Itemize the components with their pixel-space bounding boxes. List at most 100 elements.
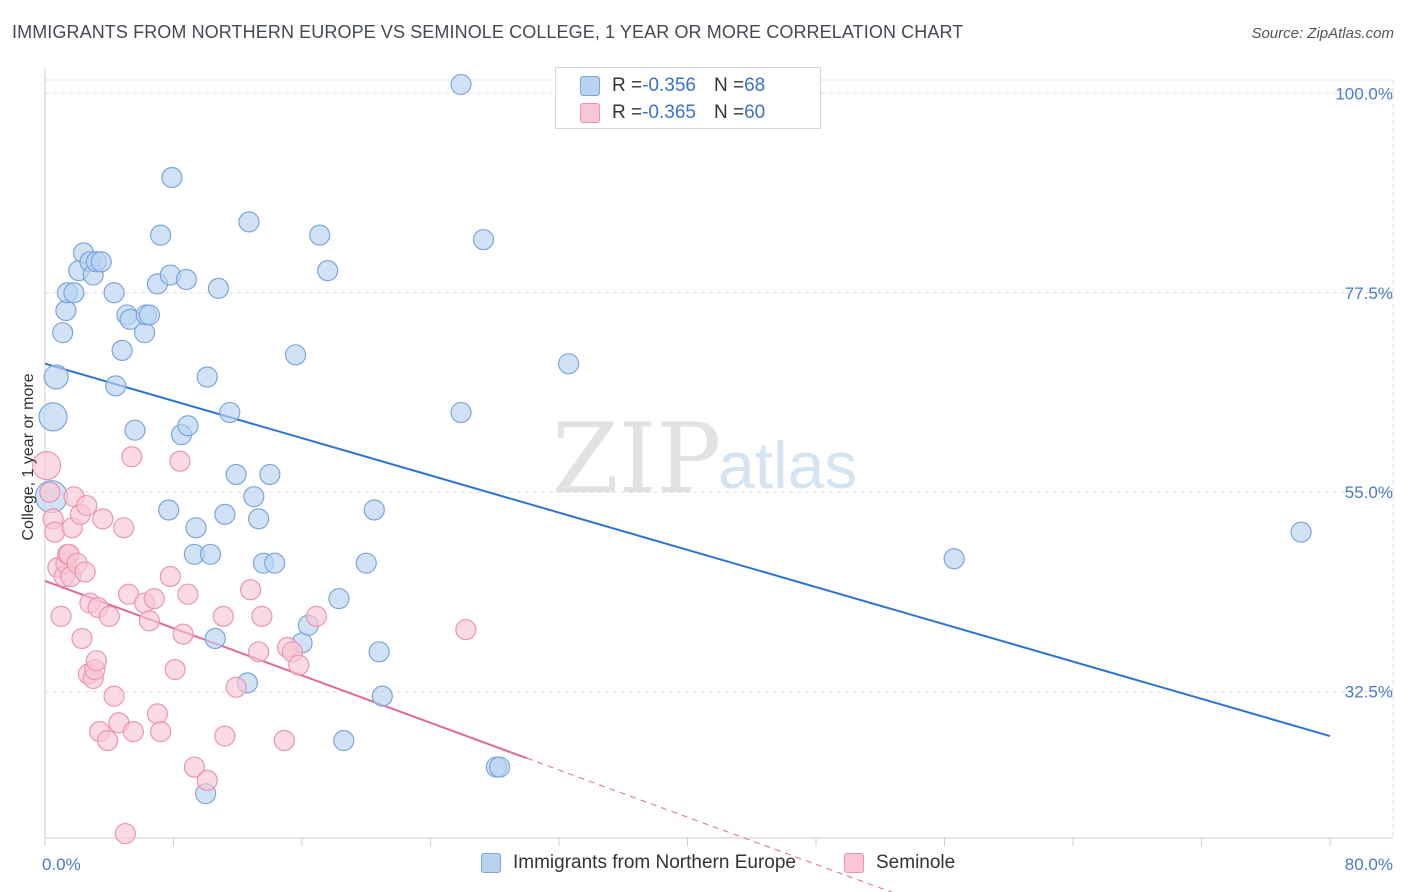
point-blue — [371, 685, 393, 707]
point-pink — [98, 605, 120, 627]
point-pink — [164, 658, 186, 681]
watermark-zip: ZIP — [552, 403, 721, 515]
point-pink — [455, 619, 477, 641]
point-pink — [159, 565, 181, 588]
chart-title: IMMIGRANTS FROM NORTHERN EUROPE VS SEMIN… — [12, 22, 964, 42]
y-tick-label: 77.5% — [1345, 284, 1393, 303]
data-points — [32, 73, 1312, 845]
x-tick-label: 0.0% — [42, 855, 81, 874]
point-pink — [103, 685, 125, 707]
point-blue — [90, 251, 112, 273]
point-blue — [207, 277, 230, 299]
point-blue — [264, 552, 286, 574]
point-blue — [43, 364, 69, 390]
bottom-legend-pink: Seminole — [844, 852, 955, 874]
point-pink — [121, 446, 143, 468]
source-label: Source: ZipAtlas.com — [1251, 25, 1394, 42]
point-blue — [450, 401, 472, 424]
point-pink — [39, 481, 61, 503]
legend-r-value: -0.365 — [642, 102, 696, 123]
legend-swatch-pink — [580, 103, 600, 123]
bottom-legend-swatch-pink — [844, 853, 864, 873]
point-blue — [63, 282, 85, 304]
point-blue — [124, 419, 146, 441]
point-blue — [488, 756, 511, 778]
y-tick-label: 32.5% — [1345, 683, 1393, 702]
point-pink — [225, 676, 247, 698]
point-pink — [214, 725, 236, 747]
point-pink — [177, 583, 199, 605]
point-pink — [251, 605, 273, 627]
point-blue — [196, 366, 218, 388]
point-blue — [133, 322, 156, 344]
tick-labels: 100.0% 77.5% 55.0% 32.5% 0.0% 80.0% — [42, 84, 1393, 874]
point-blue — [317, 260, 339, 282]
point-blue — [175, 268, 197, 291]
point-blue — [177, 415, 199, 437]
point-blue — [103, 282, 125, 304]
point-blue — [238, 211, 260, 233]
x-tick-label: 80.0% — [1345, 855, 1393, 874]
point-pink — [122, 721, 144, 743]
point-pink — [288, 654, 310, 676]
point-pink — [196, 769, 218, 791]
legend-n-label: N = — [713, 75, 745, 96]
legend-n-value: 60 — [744, 102, 766, 123]
point-pink — [113, 517, 135, 539]
point-blue — [52, 322, 74, 344]
point-pink — [212, 605, 234, 627]
point-blue — [55, 299, 77, 322]
watermark: ZIP atlas — [552, 403, 857, 515]
point-pink — [114, 822, 136, 845]
point-pink — [85, 650, 108, 672]
point-blue — [138, 304, 161, 326]
point-blue — [363, 499, 385, 521]
point-blue — [199, 543, 222, 565]
point-pink — [50, 605, 72, 627]
legend-r-label: R = — [612, 75, 643, 96]
point-pink — [146, 703, 169, 725]
point-blue — [150, 224, 172, 246]
point-blue — [105, 375, 127, 397]
y-tick-label: 55.0% — [1345, 483, 1393, 502]
point-blue — [1290, 521, 1312, 543]
legend-r-label: R = — [612, 102, 643, 123]
point-pink — [172, 623, 194, 645]
point-pink — [273, 729, 295, 752]
point-blue — [248, 508, 270, 530]
legend-row-pink: R = -0.365 N = 60 — [580, 100, 765, 126]
y-axis-label: College, 1 year or more — [20, 373, 37, 540]
watermark-atlas: atlas — [718, 428, 857, 502]
point-pink — [138, 610, 161, 632]
point-blue — [185, 517, 207, 539]
point-pink — [32, 451, 62, 481]
point-blue — [38, 402, 68, 432]
point-blue — [450, 73, 472, 96]
bottom-legend-label-blue: Immigrants from Northern Europe — [513, 852, 796, 873]
point-pink — [76, 494, 98, 517]
point-blue — [368, 641, 390, 663]
point-pink — [183, 756, 205, 778]
point-blue — [355, 552, 377, 574]
point-blue — [204, 627, 226, 650]
point-blue — [558, 353, 580, 375]
point-blue — [158, 499, 180, 521]
bottom-legend-blue: Immigrants from Northern Europe — [481, 852, 796, 874]
bottom-legend-label-pink: Seminole — [876, 852, 956, 873]
legend-row-blue: R = -0.356 N = 68 — [580, 73, 765, 99]
point-pink — [44, 521, 66, 543]
point-blue — [472, 228, 495, 251]
point-blue — [328, 588, 350, 610]
trend-line-blue — [44, 362, 1331, 738]
point-blue — [225, 463, 247, 486]
point-blue — [214, 503, 236, 526]
point-blue — [284, 344, 307, 366]
point-pink — [117, 583, 140, 605]
point-blue — [111, 339, 133, 361]
legend-n-value: 68 — [744, 75, 766, 96]
point-pink — [143, 588, 165, 610]
point-blue — [243, 486, 265, 508]
point-blue — [219, 401, 241, 424]
point-blue — [943, 548, 965, 570]
